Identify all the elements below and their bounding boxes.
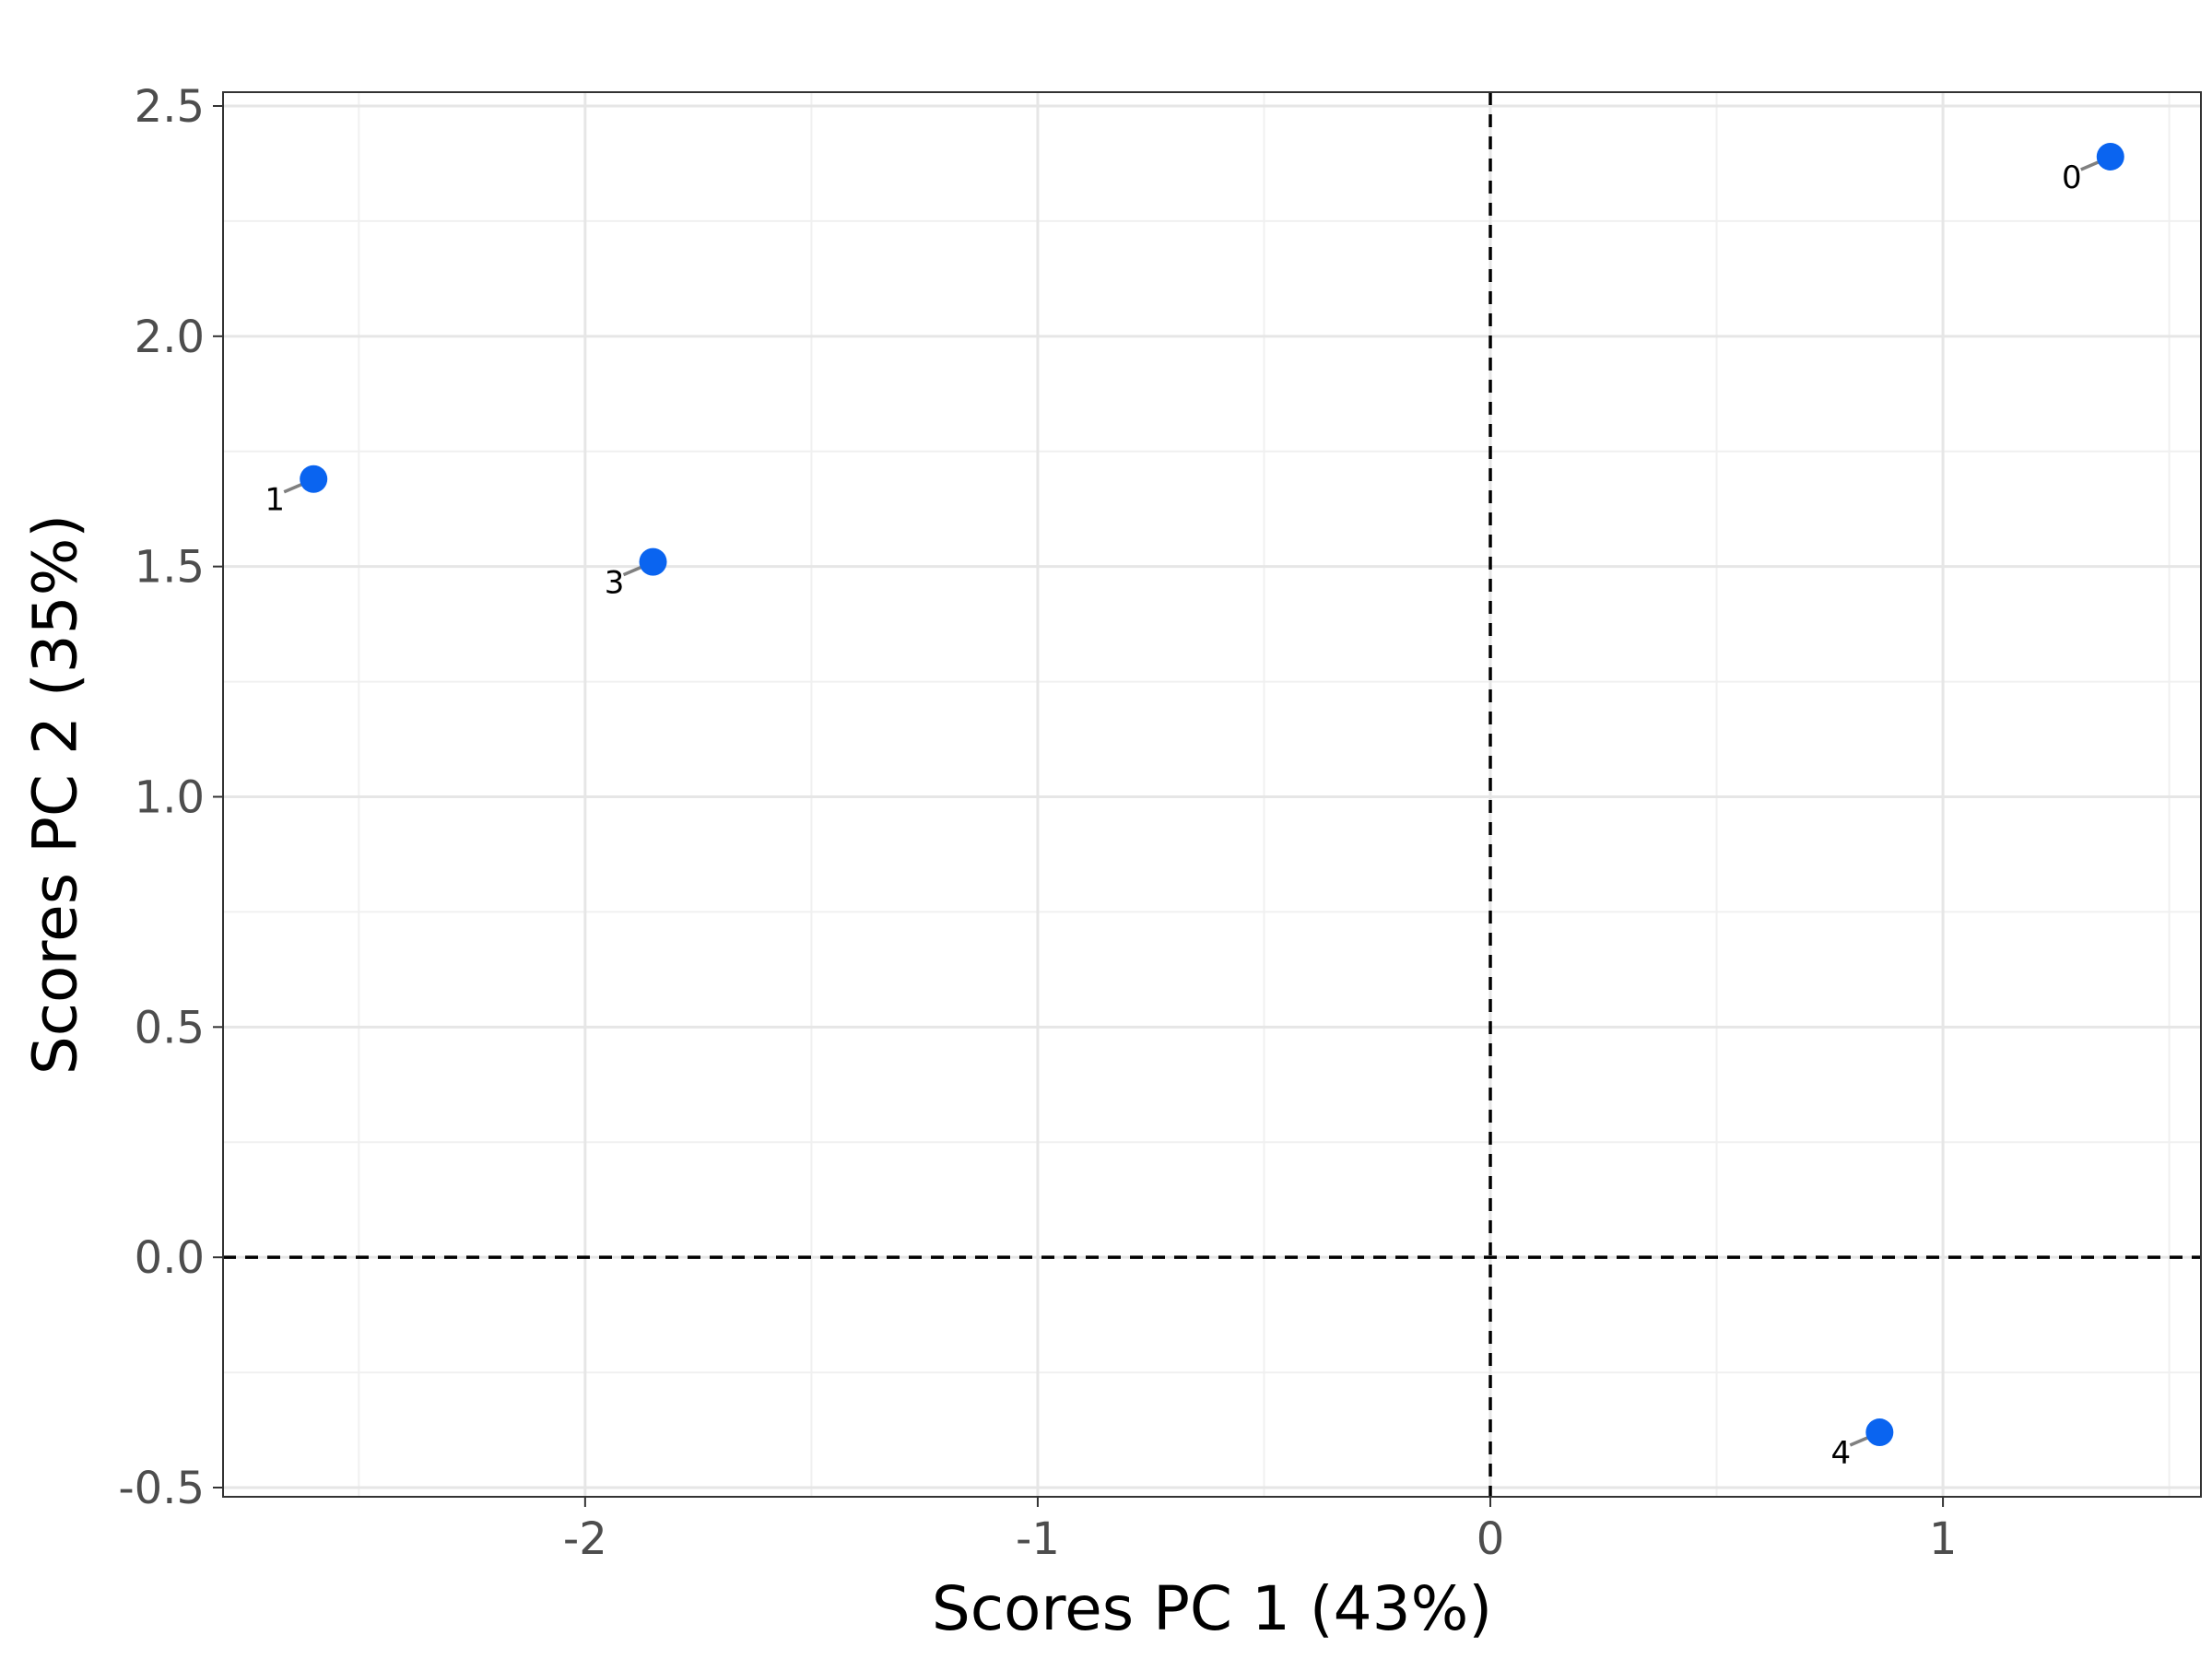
- y-axis-ticks: -0.5 0.0 0.5 1.0 1.5 2.0 2.5: [118, 81, 223, 1514]
- y-tick-label: 1.5: [135, 542, 205, 594]
- major-gridlines: [223, 92, 2201, 1497]
- y-tick-label: -0.5: [118, 1463, 205, 1514]
- data-point: [639, 547, 667, 576]
- x-tick-label: 0: [1477, 1513, 1505, 1565]
- plot-panel-border: [222, 91, 2202, 1498]
- y-axis-title: Scores PC 2 (35%): [20, 514, 91, 1075]
- data-points: 0 1 3 4: [265, 142, 2124, 1472]
- data-point: [1865, 1418, 1894, 1447]
- y-tick-label: 0.5: [135, 1002, 205, 1053]
- data-point-label: 1: [265, 482, 285, 519]
- data-point: [2096, 142, 2124, 171]
- data-point-label: 0: [2062, 159, 2082, 196]
- x-axis-title: Scores PC 1 (43%): [932, 1573, 1492, 1644]
- x-tick-label: -1: [1016, 1513, 1060, 1565]
- minor-gridlines: [223, 92, 2201, 1497]
- x-tick-label: 1: [1929, 1513, 1958, 1565]
- data-point-label: 3: [605, 565, 625, 602]
- y-tick-label: 2.5: [135, 81, 205, 133]
- x-axis-ticks: -2 -1 0 1: [563, 1497, 1957, 1565]
- data-point: [300, 465, 328, 493]
- data-point-label: 4: [1831, 1435, 1852, 1472]
- y-tick-label: 0.0: [135, 1232, 205, 1284]
- y-tick-label: 1.0: [135, 771, 205, 823]
- zero-reference-lines: [223, 92, 2201, 1497]
- y-tick-label: 2.0: [135, 312, 205, 363]
- x-tick-label: -2: [563, 1513, 607, 1565]
